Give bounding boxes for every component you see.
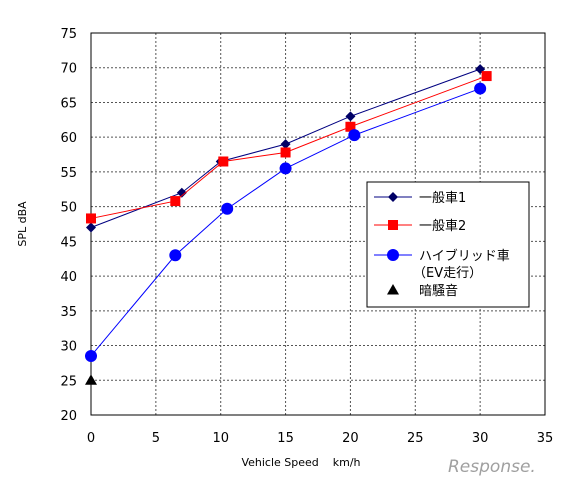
triangle-marker [85,374,97,385]
legend-label: 暗騒音 [419,283,458,299]
circle-marker [169,249,182,262]
y-tick-labels: 20 25 30 35 40 45 50 55 60 65 70 75 [60,27,77,424]
y-tick-label: 65 [60,96,77,111]
legend-item: 一般車2 [374,218,466,234]
diamond-marker [176,187,187,198]
circle-marker [474,82,487,95]
legend: 一般車1 一般車2 ハイブリッド車 （EV走行） 暗騒音 [366,181,530,308]
x-tick-label: 20 [342,431,359,446]
legend-label-line2: （EV走行） [413,266,482,281]
series-layer [85,64,492,385]
square-marker [345,121,356,132]
diamond-marker [388,192,398,202]
square-marker [218,156,229,167]
y-tick-label: 50 [60,201,77,216]
series-line [90,88,481,357]
y-tick-label: 75 [60,27,77,42]
y-axis-title: SPL dBA [16,201,29,247]
y-tick-label: 60 [60,131,77,146]
series-2 [86,71,492,224]
series-4 [85,374,97,385]
square-marker [280,147,291,158]
diamond-marker [86,222,96,233]
legend-item: ハイブリッド車 （EV走行） [374,248,510,281]
y-tick-label: 25 [60,374,77,389]
triangle-marker [387,284,399,295]
x-tick-label: 0 [87,431,95,446]
circle-marker [387,249,399,261]
y-tick-label: 20 [60,409,77,424]
y-tick-label: 30 [60,340,77,355]
square-marker [481,71,492,82]
y-tick-label: 40 [60,270,77,285]
diamond-marker [345,111,356,122]
legend-item: 一般車1 [374,190,466,206]
x-tick-label: 25 [407,431,424,446]
legend-label: 一般車2 [419,218,466,234]
y-tick-label: 70 [60,62,77,77]
square-marker [170,196,181,207]
series-line [90,75,487,219]
x-tick-label: 35 [537,431,554,446]
series-3 [85,82,487,362]
circle-marker [279,162,292,175]
diamond-marker [280,139,291,150]
x-tick-label: 30 [472,431,489,446]
y-tick-label: 45 [60,235,77,250]
y-tick-label: 55 [60,166,77,181]
square-marker [86,213,96,224]
circle-marker [221,202,234,215]
watermark-logo: Response. [448,457,536,477]
x-tick-labels: 0 5 10 15 20 25 30 35 [87,431,553,446]
x-tick-label: 15 [277,431,294,446]
y-tick-label: 35 [60,305,77,320]
x-axis-title: Vehicle Speed km/h [241,456,360,469]
legend-label: 一般車1 [419,190,466,206]
series-1 [86,64,486,233]
circle-marker [348,129,361,142]
circle-marker [85,349,97,362]
square-marker [388,220,398,230]
legend-label: ハイブリッド車 [419,248,510,264]
x-tick-label: 5 [152,431,160,446]
x-tick-label: 10 [212,431,229,446]
legend-item: 暗騒音 [387,283,458,299]
series-line [90,68,481,228]
